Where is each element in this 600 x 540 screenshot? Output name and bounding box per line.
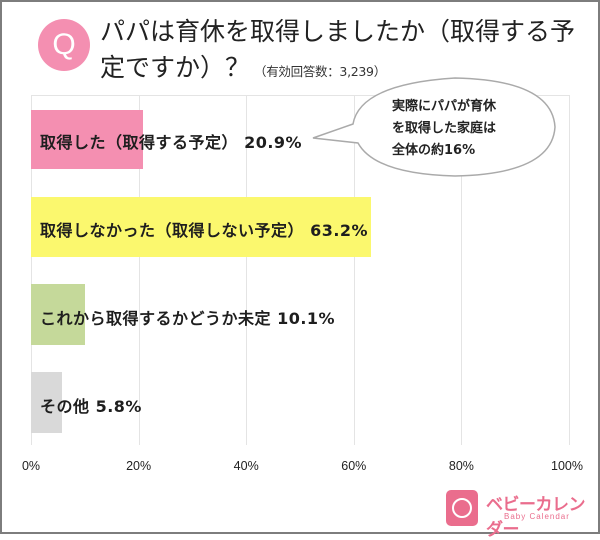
chart-title: パパは育休を取得しましたか（取得する予定ですか）？ （有効回答数：3,239） — [100, 14, 580, 90]
bar-acquired — [31, 110, 144, 169]
x-tick: 60% — [341, 459, 367, 473]
callout-line: を取得した家庭は — [392, 121, 497, 136]
callout-text: 実際にパパが育休 を取得した家庭は 全体の約16% — [392, 96, 542, 162]
gridline — [138, 95, 140, 445]
callout-line: 実際にパパが育休 — [392, 99, 497, 114]
gridline — [246, 95, 248, 445]
q-badge: Q — [38, 19, 90, 71]
bar-label-not-acquired: 取得しなかった（取得しない予定） 63.2% — [40, 221, 369, 240]
grid-top-line — [31, 95, 569, 96]
bar-label-acquired: 取得した（取得する予定） 20.9% — [40, 133, 303, 152]
callout-bubble — [312, 77, 556, 177]
gridline — [31, 95, 32, 445]
x-tick: 0% — [21, 459, 41, 473]
x-tick: 20% — [126, 459, 152, 473]
logo-en-text: Baby Calendar — [504, 512, 570, 521]
title-text: パパは育休を取得しましたか（取得する予定ですか）？ — [100, 17, 576, 82]
baby-calendar-logo: ベビーカレンダー Baby Calendar — [446, 490, 586, 540]
x-tick: 40% — [233, 459, 259, 473]
x-tick: 80% — [448, 459, 474, 473]
gridline — [461, 95, 463, 445]
bar-other — [31, 372, 63, 433]
callout-line: 全体の約16% — [392, 143, 476, 158]
calendar-baby-icon — [446, 490, 478, 526]
response-count: （有効回答数：3,239） — [254, 64, 386, 79]
gridline — [353, 95, 355, 445]
x-tick: 100% — [551, 459, 583, 473]
gridline — [569, 95, 570, 445]
bar-label-undecided: これから取得するかどうか未定 10.1% — [40, 309, 336, 328]
bar-not-acquired — [31, 197, 372, 257]
bar-undecided — [31, 284, 86, 345]
bar-label-other: その他 5.8% — [40, 397, 142, 416]
